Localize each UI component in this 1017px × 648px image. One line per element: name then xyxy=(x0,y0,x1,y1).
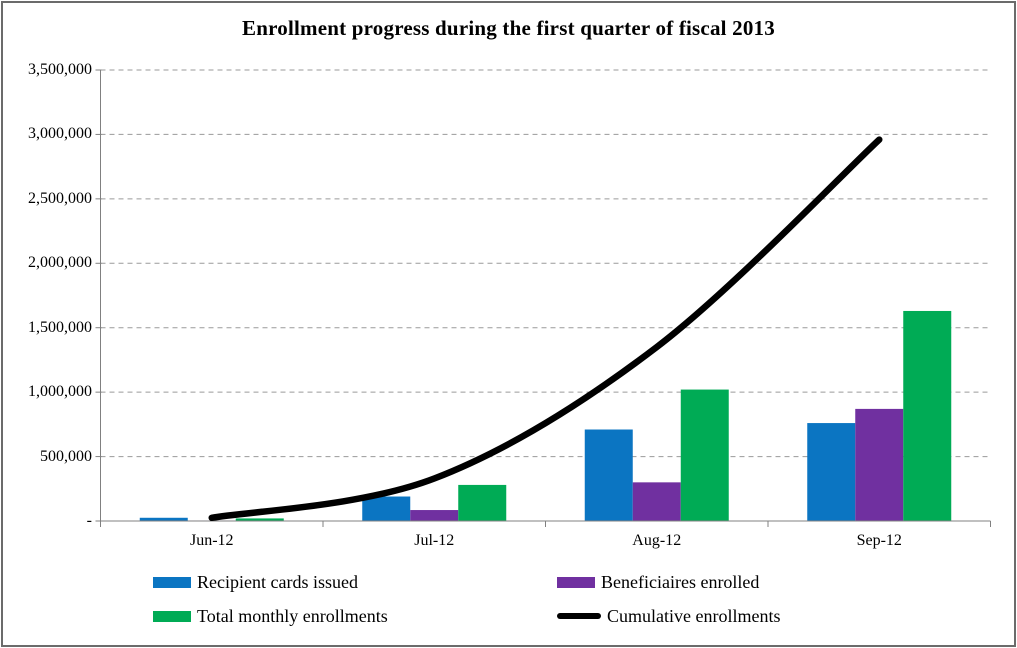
y-tick-label: 2,000,000 xyxy=(28,254,92,272)
x-category-label: Sep-12 xyxy=(856,532,902,549)
chart-title: Enrollment progress during the first qua… xyxy=(242,16,775,40)
legend-item-beneficiaires: Beneficiaires enrolled xyxy=(557,571,759,593)
y-tick-label: 3,000,000 xyxy=(28,125,92,143)
y-tick-label: - xyxy=(86,512,92,529)
legend-swatch-line xyxy=(557,613,601,619)
legend-label: Total monthly enrollments xyxy=(197,606,388,626)
y-tick-label: 3,500,000 xyxy=(28,61,92,78)
legend-label: Beneficiaires enrolled xyxy=(601,572,760,592)
legend-swatch-green xyxy=(153,610,191,622)
legend-item-total-monthly: Total monthly enrollments xyxy=(153,605,388,627)
y-tick-label: 500,000 xyxy=(40,447,92,465)
legend-swatch-purple xyxy=(557,576,595,588)
legend-swatch-blue xyxy=(153,576,191,588)
x-category-label: Jul-12 xyxy=(414,532,455,549)
y-tick-label: 2,500,000 xyxy=(28,189,92,207)
x-category-label: Jun-12 xyxy=(189,532,234,549)
legend-label: Recipient cards issued xyxy=(197,572,358,592)
y-tick-label: 1,500,000 xyxy=(28,318,92,336)
legend-item-recipient-cards: Recipient cards issued xyxy=(153,571,358,593)
x-category-label: Aug-12 xyxy=(632,532,682,549)
legend-label: Cumulative enrollments xyxy=(607,606,781,626)
legend-item-cumulative: Cumulative enrollments xyxy=(557,605,780,627)
y-tick-label: 1,000,000 xyxy=(28,383,92,401)
